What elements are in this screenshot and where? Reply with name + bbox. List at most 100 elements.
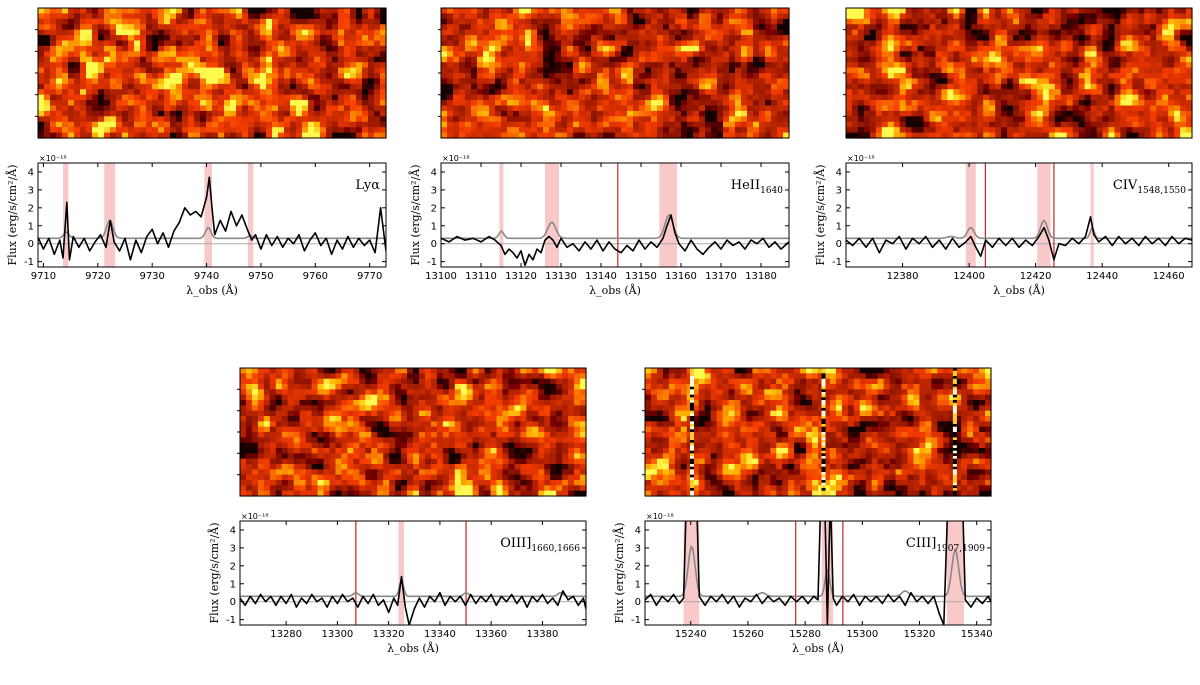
- pixel: [568, 405, 575, 412]
- pixel: [753, 8, 760, 15]
- pixel: [953, 100, 960, 107]
- pixel: [260, 127, 267, 134]
- pixel: [104, 45, 111, 52]
- pixel: [699, 116, 706, 123]
- pixel: [753, 73, 760, 80]
- pixel: [293, 416, 301, 422]
- x-tick-label: 12400: [953, 271, 985, 282]
- pixel: [380, 67, 387, 74]
- pixel: [765, 100, 772, 107]
- pixel: [705, 67, 712, 74]
- pixel: [1126, 35, 1133, 42]
- pixel: [911, 40, 919, 47]
- pixel: [122, 78, 129, 85]
- pixel: [269, 416, 277, 422]
- pixel: [693, 35, 700, 42]
- pixel: [1102, 127, 1110, 134]
- pixel: [86, 13, 93, 20]
- pixel: [717, 105, 724, 112]
- pixel: [1120, 18, 1127, 25]
- pixel: [68, 132, 75, 139]
- pixel: [1019, 78, 1026, 85]
- pixel: [538, 373, 545, 380]
- pixel: [1019, 116, 1026, 123]
- pixel: [1120, 132, 1127, 139]
- pixel: [341, 368, 348, 374]
- pixel: [923, 56, 931, 63]
- pixel: [977, 8, 984, 15]
- pixel: [747, 100, 754, 107]
- pixel: [905, 29, 913, 36]
- pixel: [669, 56, 676, 63]
- pixel: [562, 416, 569, 422]
- pixel: [965, 45, 972, 52]
- pixel: [911, 67, 919, 74]
- pixel: [182, 121, 189, 128]
- pixel: [380, 94, 387, 101]
- pixel: [218, 127, 225, 134]
- pixel: [356, 100, 363, 107]
- pixel: [1096, 35, 1104, 42]
- pixel: [771, 29, 778, 36]
- pixel: [395, 373, 402, 380]
- pixel: [573, 94, 580, 101]
- pixel: [983, 35, 990, 42]
- pixel: [483, 78, 490, 85]
- pixel: [887, 94, 895, 101]
- pixel: [188, 51, 195, 58]
- pixel: [1156, 29, 1163, 36]
- pixel: [296, 78, 303, 85]
- pixel: [380, 83, 387, 90]
- pixel: [953, 35, 960, 42]
- pixel: [266, 121, 273, 128]
- pixel: [681, 40, 688, 47]
- pixel: [651, 94, 658, 101]
- pixel: [911, 105, 919, 112]
- pixel: [1066, 51, 1074, 58]
- pixel: [502, 400, 510, 406]
- pixel: [711, 100, 718, 107]
- pixel: [881, 29, 889, 36]
- pixel: [507, 78, 514, 85]
- pixel: [254, 51, 261, 58]
- pixel: [293, 421, 301, 428]
- pixel: [525, 13, 532, 20]
- pixel: [200, 127, 207, 134]
- pixel: [520, 394, 527, 401]
- pixel: [92, 56, 99, 63]
- pixel: [152, 62, 159, 69]
- pixel: [777, 89, 784, 96]
- pixel: [562, 373, 569, 380]
- pixel: [513, 83, 520, 90]
- pixel: [38, 8, 45, 15]
- pixel: [1090, 83, 1098, 90]
- pixel: [1132, 73, 1139, 80]
- pixel: [290, 110, 297, 117]
- pixel: [383, 416, 390, 422]
- pixel: [645, 94, 652, 101]
- pixel: [971, 62, 978, 69]
- pixel: [68, 8, 75, 15]
- pixel: [380, 73, 387, 80]
- pixel: [525, 121, 532, 128]
- pixel: [1114, 78, 1122, 85]
- pixel: [525, 67, 532, 74]
- pixel: [971, 116, 978, 123]
- pixel: [905, 78, 913, 85]
- pixel: [747, 45, 754, 52]
- pixel: [1078, 18, 1086, 25]
- pixel: [496, 368, 504, 374]
- pixel: [44, 100, 51, 107]
- pixel: [1144, 29, 1151, 36]
- pixel: [941, 100, 949, 107]
- pixel: [266, 51, 273, 58]
- pixel: [911, 8, 919, 15]
- pixel: [711, 121, 718, 128]
- pixel: [1138, 78, 1145, 85]
- pixel: [717, 13, 724, 20]
- pixel: [615, 56, 622, 63]
- pixel: [532, 400, 539, 406]
- pixel: [705, 51, 712, 58]
- pixel: [675, 29, 682, 36]
- pixel: [495, 94, 502, 101]
